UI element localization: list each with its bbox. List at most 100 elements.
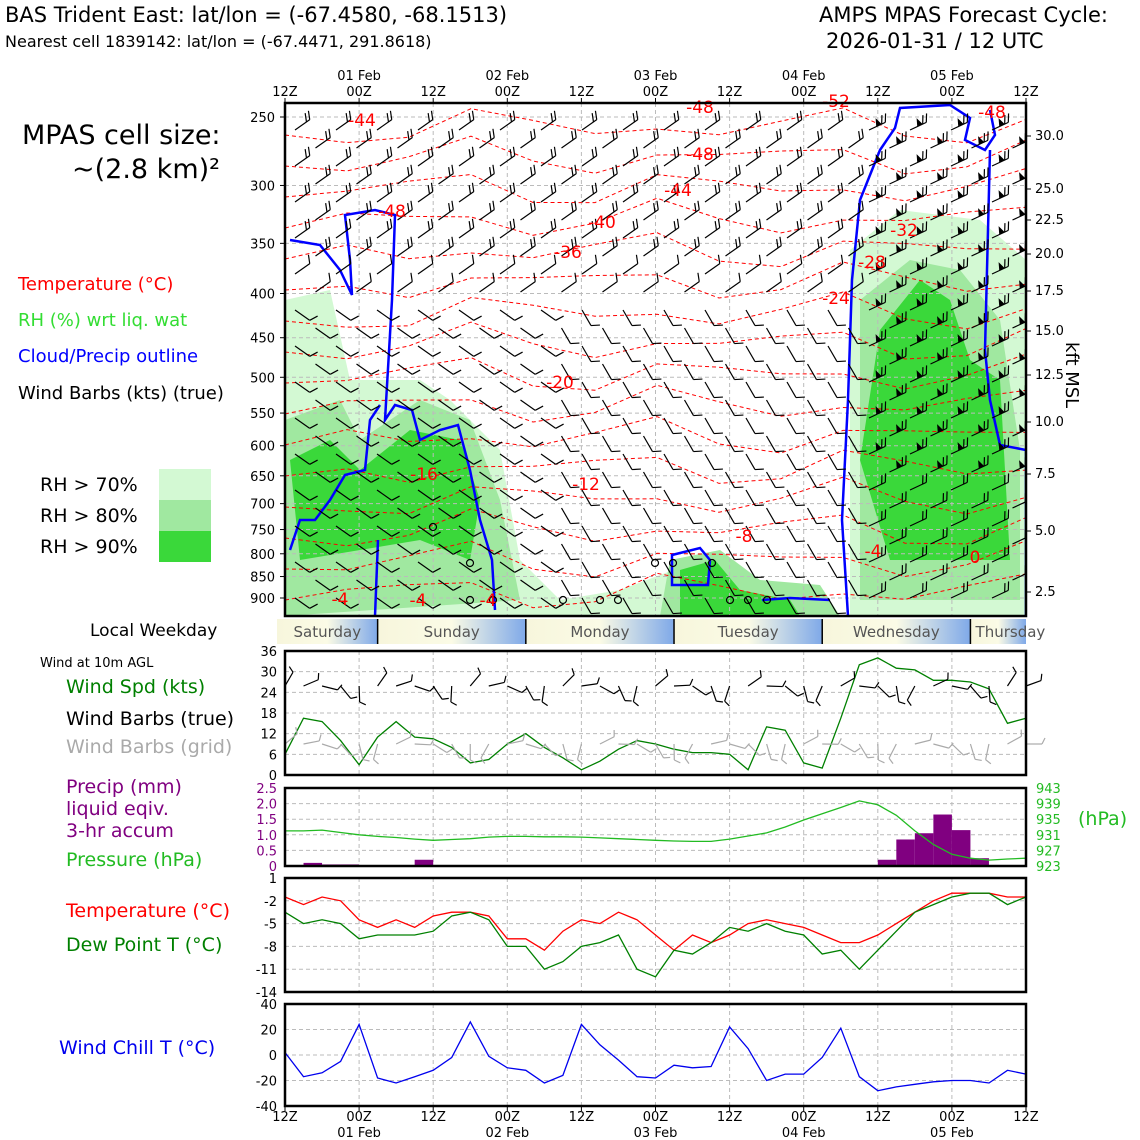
profile-wind-barb-371 [745,489,764,507]
barb-feather [366,203,369,213]
precip-bar-33 [896,839,915,866]
barb-feather [713,576,723,579]
profile-wind-barb-130 [479,236,495,257]
barb-feather [881,259,883,269]
profile-wind-barb-432 [294,561,318,573]
barb-feather [489,131,492,141]
profile-wind-barb-5 [499,110,516,131]
top-date-label-2: 03 Feb [634,69,678,84]
barb-staff [991,301,1009,311]
barb-staff [766,209,782,221]
profile-wind-barb-257 [499,381,523,393]
profile-wind-barb-187 [581,309,600,327]
barb-feather [1007,473,1010,483]
profile-wind-barb-185 [499,309,523,321]
temp-contour-8 [285,353,1026,391]
barb-staff [622,381,633,398]
barb-feather [837,149,841,159]
barb-staff [397,327,413,339]
barb-staff [786,263,803,275]
bottom-time-label-6: 12Z [717,1110,743,1125]
wind-barb-true-13 [525,685,541,701]
profile-wind-barb-131 [520,236,536,257]
profile-wind-barb-10 [704,110,721,131]
barb-staff [971,499,989,509]
barb-pennant [937,352,944,361]
barb-feather [656,272,659,282]
barb-staff [1012,175,1026,185]
wind-barb-true-36 [951,683,973,690]
temp-ytick-label-5: -14 [256,986,277,1001]
profile-wind-barb-295 [581,417,600,435]
profile-wind-barb-176 [889,275,907,293]
barb-staff [335,597,352,609]
barb-feather [541,701,548,707]
barb-staff [335,263,352,275]
profile-wind-barb-428 [889,527,907,545]
barb-feather [799,182,803,192]
barb-feather [983,277,986,287]
profile-wind-barb-47 [745,146,762,167]
height-tick-label-8: 7.5 [1035,467,1056,482]
wind-barb-grid-38 [985,743,992,765]
barb-feather [714,221,718,231]
barb-staff [581,561,592,578]
barb-feather [631,504,641,507]
barb-staff [358,743,364,760]
barb-pennant [957,370,964,379]
barb-staff [294,417,311,429]
barb-feather [1004,151,1006,161]
barb-feather [409,730,412,737]
barb-feather [304,149,308,159]
barb-feather [713,504,723,507]
barb-feather [717,146,721,156]
profile-wind-barb-424 [724,543,744,561]
barb-feather [942,205,945,215]
top-time-label-2: 12Z [420,85,446,100]
barb-staff [848,173,864,185]
barb-feather [898,701,906,705]
barb-staff [438,579,454,591]
barb-feather [857,486,867,489]
temp-ytick-label-2: -5 [264,918,277,933]
profile-wind-barb-74 [376,182,393,203]
profile-wind-barb-100 [725,200,741,221]
barb-feather [734,486,744,489]
barb-feather [816,450,826,453]
profile-wind-barb-58 [479,164,495,185]
barb-feather [632,149,636,159]
barb-staff [745,263,762,275]
profile-wind-barb-435 [417,561,441,573]
barb-feather [884,221,887,231]
temp-contour-label-1: -48 [378,202,406,222]
barb-feather [350,387,359,393]
profile-wind-barb-171 [684,272,700,293]
barb-staff [909,157,927,167]
profile-wind-barb-327 [417,453,441,465]
barb-feather [967,683,973,690]
barb-feather [1007,293,1010,303]
barb-staff [848,137,864,149]
barb-feather [878,759,885,764]
barb-feather [471,110,475,120]
barb-feather [570,342,580,345]
barb-feather [925,221,928,231]
barb-feather [503,675,507,683]
barb-staff [868,337,886,347]
barb-staff [397,245,413,257]
barb-staff [560,507,572,524]
barb-staff [540,155,557,167]
profile-wind-barb-197 [991,293,1010,311]
profile-wind-barb-42 [540,146,557,167]
profile-wind-barb-343 [356,471,380,483]
wind-barb-grid-4 [358,743,370,762]
barb-staff [1012,139,1026,149]
dewpoint-line [284,892,1027,978]
profile-wind-barb-89 [991,185,1010,203]
barb-feather [471,182,475,192]
barb-staff [806,399,818,416]
barb-staff [561,281,577,293]
barb-staff [930,139,948,149]
barb-staff [1012,247,1026,257]
wind-barb-true-4 [358,685,367,706]
